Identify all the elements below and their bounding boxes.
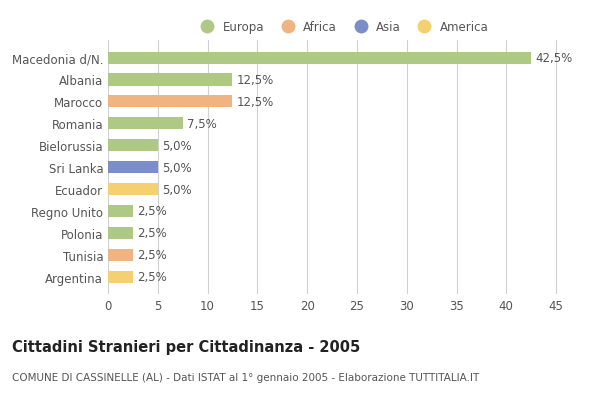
Text: 2,5%: 2,5%	[137, 227, 167, 240]
Bar	[108, 52, 531, 65]
Bar	[108, 249, 133, 261]
Bar	[108, 184, 158, 196]
Text: Cittadini Stranieri per Cittadinanza - 2005: Cittadini Stranieri per Cittadinanza - 2…	[12, 339, 360, 355]
Bar	[108, 140, 158, 152]
Text: 2,5%: 2,5%	[137, 205, 167, 218]
Text: COMUNE DI CASSINELLE (AL) - Dati ISTAT al 1° gennaio 2005 - Elaborazione TUTTITA: COMUNE DI CASSINELLE (AL) - Dati ISTAT a…	[12, 372, 479, 382]
Text: 5,0%: 5,0%	[162, 183, 191, 196]
Bar	[108, 162, 158, 174]
Text: 42,5%: 42,5%	[535, 52, 572, 65]
Text: 5,0%: 5,0%	[162, 139, 191, 152]
Bar	[108, 271, 133, 283]
Text: 12,5%: 12,5%	[236, 74, 274, 87]
Bar	[108, 96, 232, 108]
Legend: Europa, Africa, Asia, America: Europa, Africa, Asia, America	[191, 16, 493, 39]
Bar	[108, 74, 232, 86]
Bar	[108, 227, 133, 239]
Text: 7,5%: 7,5%	[187, 117, 217, 130]
Text: 5,0%: 5,0%	[162, 161, 191, 174]
Bar	[108, 118, 182, 130]
Text: 2,5%: 2,5%	[137, 249, 167, 262]
Text: 12,5%: 12,5%	[236, 96, 274, 109]
Bar	[108, 205, 133, 218]
Text: 2,5%: 2,5%	[137, 270, 167, 283]
